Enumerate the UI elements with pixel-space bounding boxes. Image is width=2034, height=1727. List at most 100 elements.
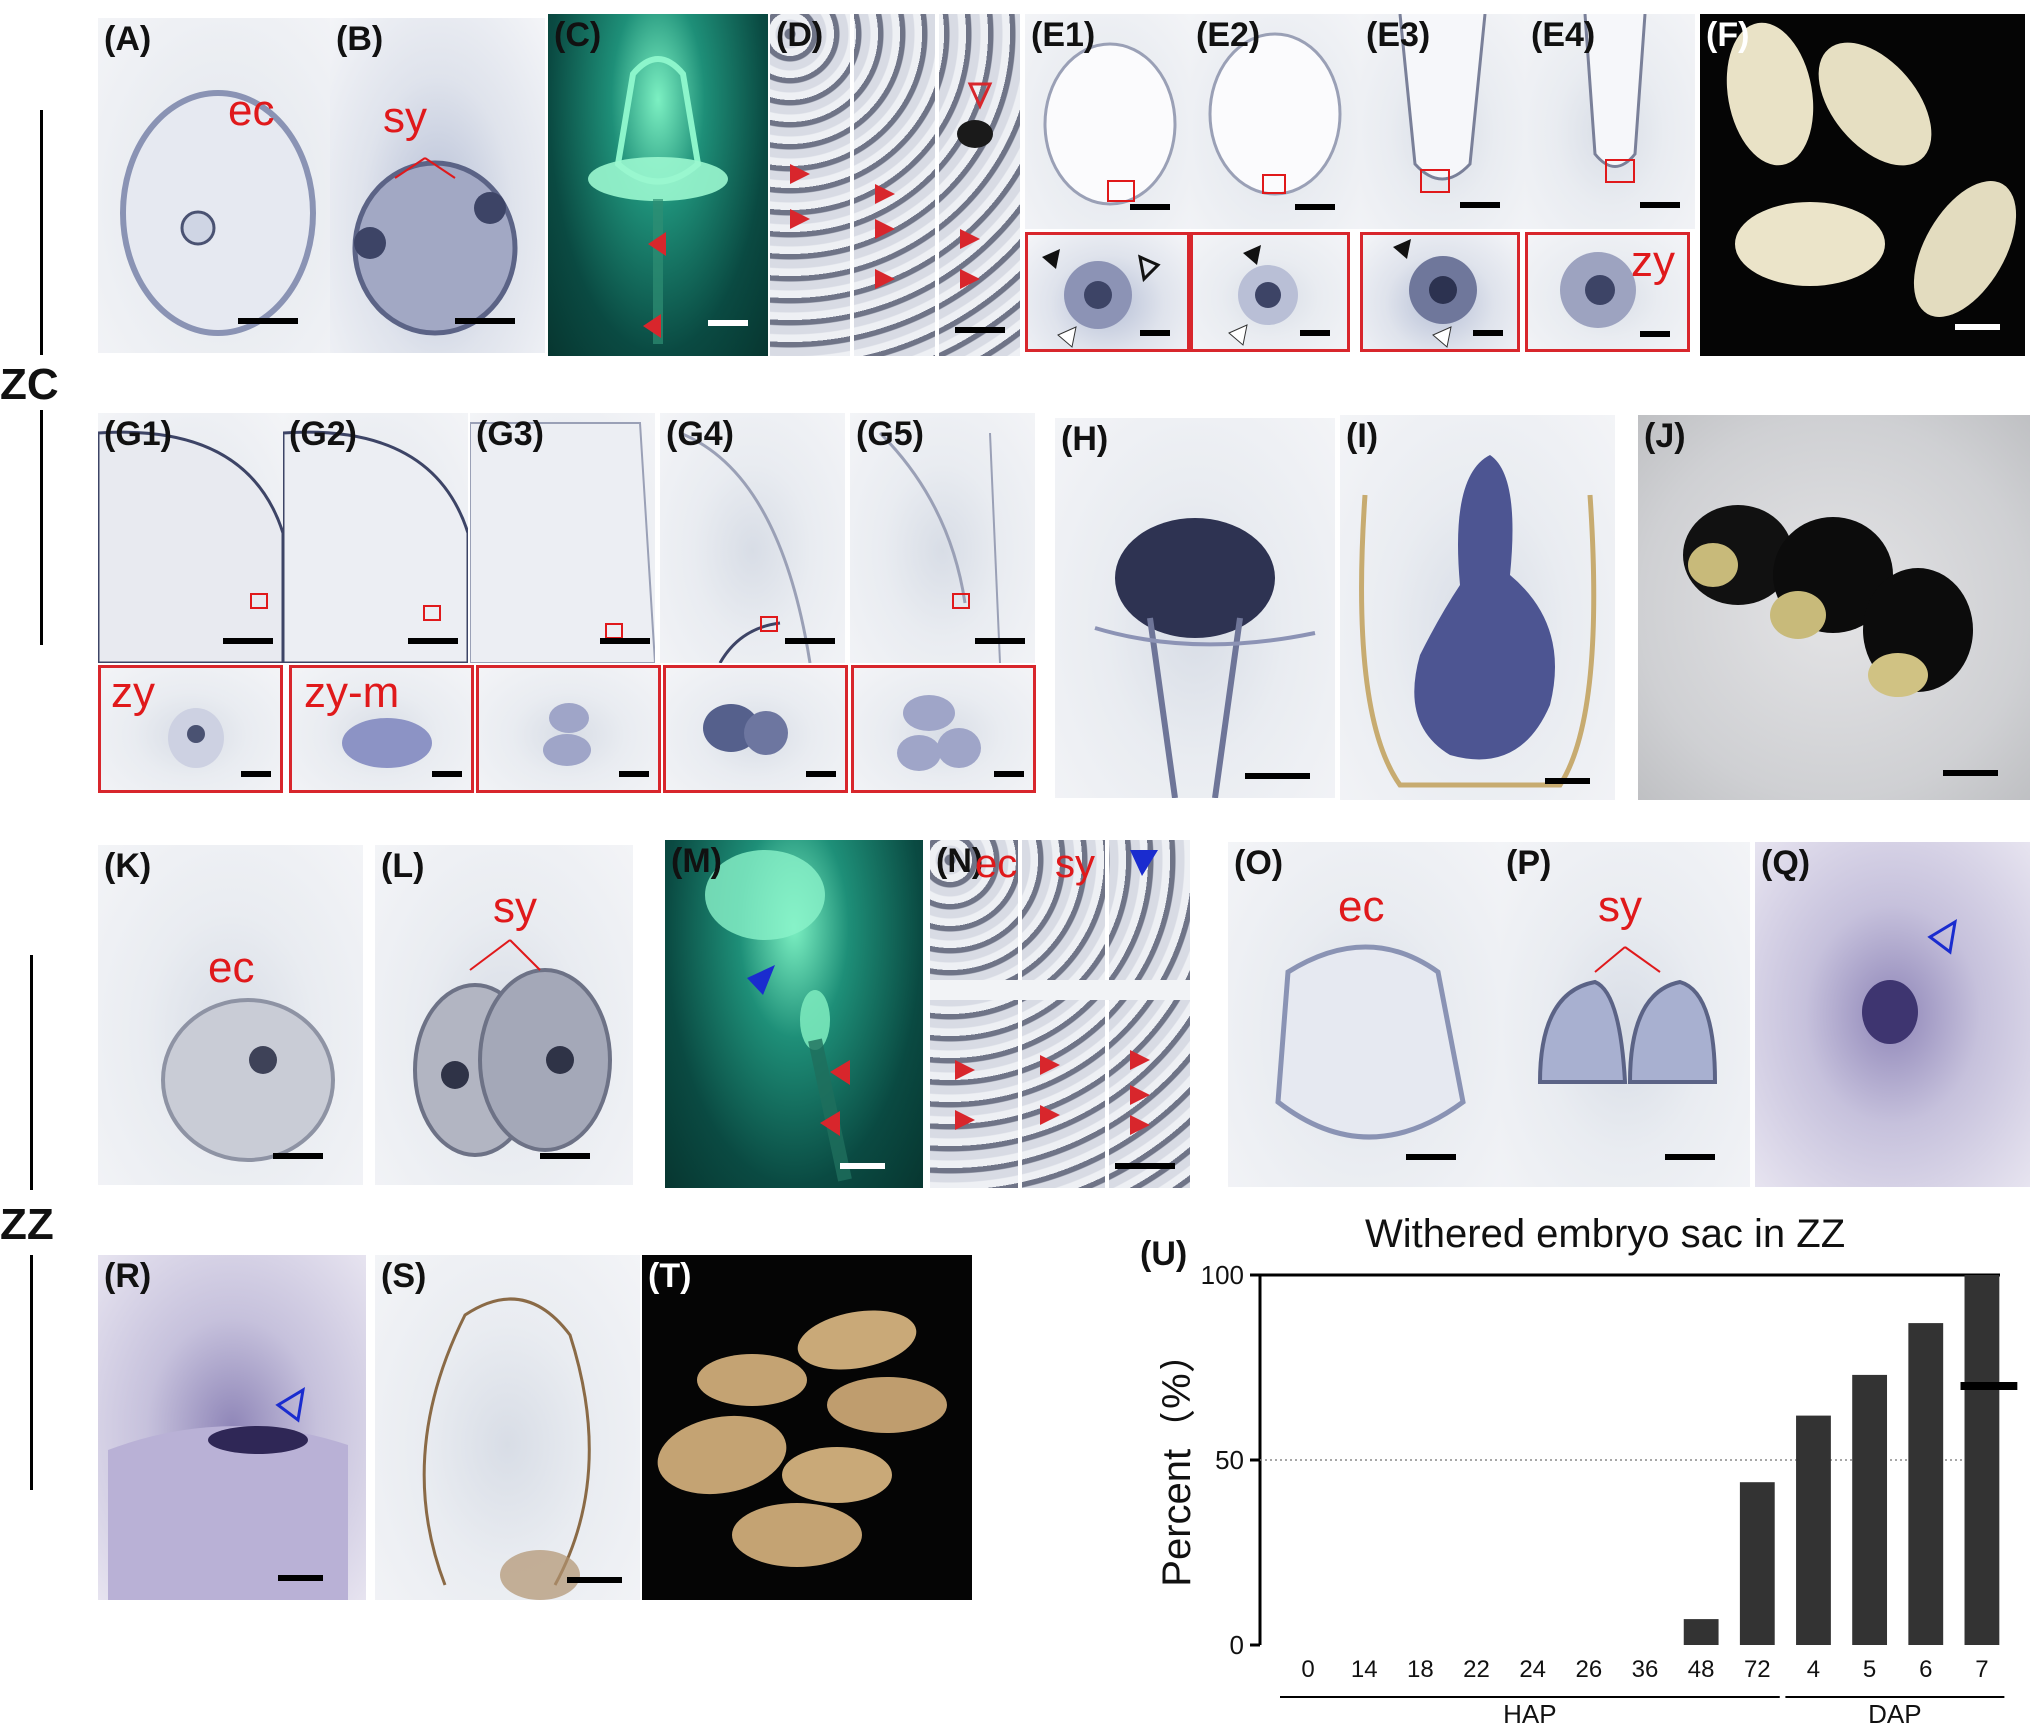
panel-m: (M): [665, 840, 923, 1188]
row-label-zz: ZZ: [0, 1200, 54, 1249]
red-arrowhead: [643, 314, 661, 338]
inset-locator: [1262, 174, 1286, 194]
inset-locator: [1605, 159, 1635, 183]
synergid-illustration: [352, 157, 518, 336]
panel-label-u: (U): [1140, 1235, 1188, 1273]
scale-bar: [408, 638, 458, 644]
panel-l: (L) sy: [375, 845, 633, 1185]
seeds-photo: [1683, 505, 1973, 697]
zygote-closeup: [1560, 252, 1636, 328]
sy-label: sy: [493, 883, 537, 932]
ovule-section: [422, 1297, 591, 1600]
inset-locator: [952, 593, 970, 609]
panel-label: (G5): [856, 415, 924, 453]
panel-label: (E4): [1531, 16, 1596, 54]
scale-bar: [241, 771, 271, 777]
scale-bar: [455, 318, 515, 324]
zygote-closeup: [168, 708, 224, 768]
panel-label: (H): [1061, 420, 1109, 458]
pollen-tube-tissue: [790, 14, 993, 356]
panel-e4: (E4): [1525, 14, 1695, 229]
scale-bar: [600, 638, 650, 644]
withered-embryo-sac-chart: 0 50 100 Percent（%） 0 14 18 22 24 26 36 48 72 4 5 6 7 HAP…: [1160, 1260, 2018, 1725]
panel-j: (J): [1638, 415, 2030, 800]
inset-locator: [1420, 169, 1450, 193]
panel-label: (T): [648, 1257, 692, 1295]
sy-label: sy: [383, 93, 427, 142]
x-tick-label: 4: [1807, 1656, 1820, 1683]
inset-locator: [760, 616, 778, 632]
zygote-closeup: [1228, 245, 1298, 346]
ovule-section: [679, 431, 812, 663]
panel-label: (K): [104, 847, 152, 885]
panel-label: (E3): [1366, 16, 1431, 54]
panel-label: (R): [104, 1257, 152, 1295]
panel-q: (Q): [1755, 842, 2030, 1187]
panel-h: (H): [1055, 418, 1335, 798]
x-tick-label: 26: [1575, 1656, 1602, 1683]
embryo-sac-micrograph: [1208, 32, 1342, 196]
embryo-sac-micrograph: [1043, 42, 1177, 206]
chart-title: Withered embryo sac in ZZ: [1365, 1212, 1846, 1256]
scale-bar: [1640, 202, 1680, 208]
scale-bar: [1130, 204, 1170, 210]
panel-k: (K) ec: [98, 845, 363, 1185]
x-tick-label: 36: [1632, 1656, 1659, 1683]
y-tick-label: 50: [1215, 1445, 1244, 1475]
two-cell-embryo-closeup: [543, 703, 591, 766]
sy-label: sy: [1055, 842, 1095, 886]
egg-cell-illustration: [120, 90, 316, 336]
y-tick-label: 100: [1201, 1260, 1244, 1290]
zygote-mitosis-closeup: [342, 718, 432, 768]
zy-label: zy: [111, 668, 155, 717]
x-tick-label: 48: [1688, 1656, 1715, 1683]
panel-label: (E2): [1196, 16, 1261, 54]
seeds-photo: [1726, 22, 2017, 317]
scale-bar: [994, 771, 1024, 777]
ovule-section: [470, 422, 655, 663]
inset-locator: [423, 605, 441, 621]
seeds-photo: [657, 1310, 947, 1567]
scale-bar: [619, 771, 649, 777]
scale-bar: [708, 320, 748, 326]
zc-row-line-top: [40, 110, 43, 355]
scale-bar: [273, 1153, 323, 1159]
panel-label: (L): [381, 847, 425, 885]
panel-label: (P): [1506, 844, 1552, 882]
scale-bar: [840, 1163, 885, 1169]
scale-bar: [1460, 202, 1500, 208]
withered-embryo-sac-micrograph: [108, 1387, 348, 1600]
x-tick-label: 72: [1744, 1656, 1771, 1683]
panel-n: (N) ec sy: [930, 840, 1190, 1188]
panel-o: (O) ec: [1228, 842, 1503, 1187]
ovule-section: [878, 431, 1001, 663]
panel-e2-inset: [1190, 232, 1350, 352]
scale-bar: [1406, 1154, 1456, 1160]
proembryo-closeup: [897, 695, 981, 771]
x-tick-label: 18: [1407, 1656, 1434, 1683]
panel-label: (M): [671, 842, 722, 880]
scale-bar: [785, 638, 835, 644]
bar: [1964, 1275, 2000, 1645]
x-tick-label: 24: [1519, 1656, 1546, 1683]
panel-label: (C): [554, 16, 602, 54]
panel-e3-inset: [1360, 232, 1520, 352]
zz-row-line-bottom: [30, 1255, 33, 1490]
scale-bar: [223, 638, 273, 644]
scale-bar: [1295, 204, 1335, 210]
panel-g5: (G5): [850, 413, 1035, 663]
scale-bar: [1245, 773, 1310, 779]
panel-label: (F): [1706, 16, 1750, 54]
panel-label: (G4): [666, 415, 734, 453]
scale-bar: [567, 1577, 622, 1583]
ec-label: ec: [208, 943, 255, 992]
panel-f: (F): [1700, 14, 2025, 356]
panel-s: (S): [375, 1255, 640, 1600]
red-arrowhead: [648, 232, 666, 256]
red-arrowhead: [820, 1111, 840, 1136]
x-tick-label: 7: [1975, 1656, 1988, 1683]
panel-label: (D): [776, 16, 824, 54]
panel-label: (O): [1234, 844, 1284, 882]
proembryo-micrograph: [1094, 518, 1316, 798]
scale-bar: [238, 318, 298, 324]
